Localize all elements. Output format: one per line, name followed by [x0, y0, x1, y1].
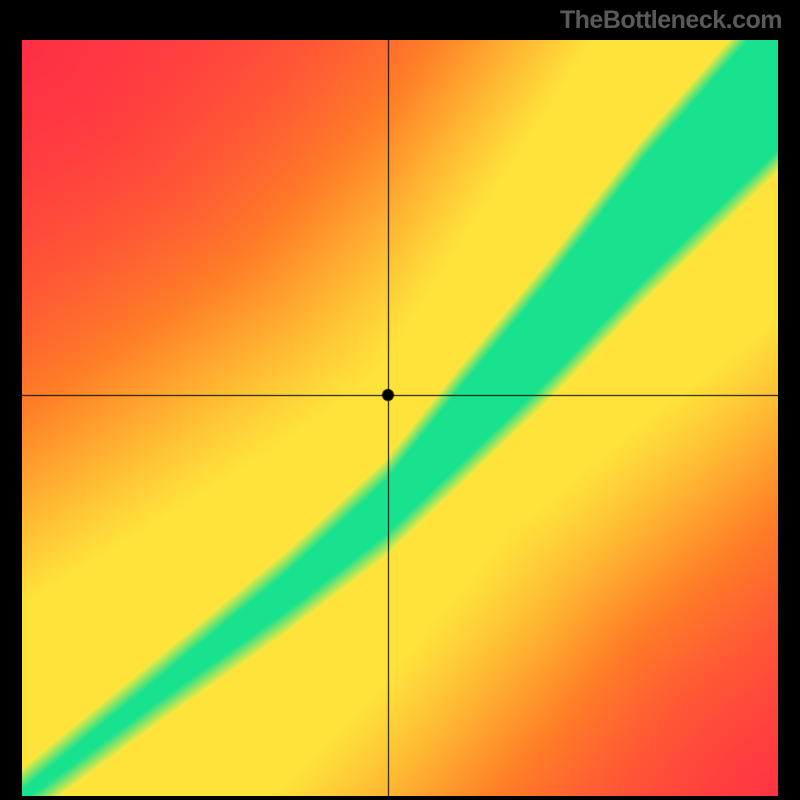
heatmap-plot [22, 40, 778, 796]
watermark-text: TheBottleneck.com [560, 6, 782, 35]
heatmap-canvas [22, 40, 778, 796]
chart-container: TheBottleneck.com [0, 0, 800, 800]
